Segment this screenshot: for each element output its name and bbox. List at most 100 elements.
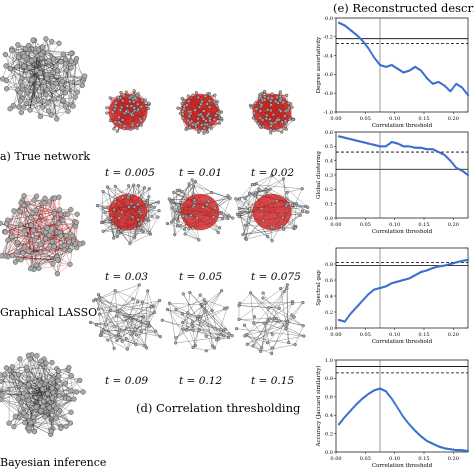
- network-node: [270, 346, 274, 350]
- network-node: [136, 226, 140, 230]
- network-node: [197, 238, 201, 242]
- network-node: [204, 334, 208, 338]
- network-node: [213, 206, 217, 210]
- network-node: [208, 116, 212, 120]
- network-node: [206, 199, 211, 203]
- network-node: [270, 96, 274, 100]
- network-node: [269, 131, 273, 135]
- network-edge: [286, 288, 288, 323]
- network-node: [118, 108, 123, 112]
- network-node: [241, 233, 245, 237]
- network-node: [293, 226, 297, 230]
- network-edge: [260, 344, 296, 352]
- network-node: [214, 338, 219, 342]
- network-edge: [42, 383, 66, 390]
- network-node: [33, 207, 39, 213]
- network-node: [300, 209, 305, 213]
- network-edge: [40, 111, 69, 117]
- network-node: [22, 420, 28, 426]
- network-node: [227, 214, 231, 218]
- network-node: [62, 380, 68, 386]
- network-edge: [242, 195, 256, 235]
- network-node: [72, 241, 79, 247]
- network-node: [99, 220, 104, 225]
- network-node: [192, 192, 196, 197]
- network-node: [123, 314, 127, 318]
- network-node: [3, 63, 9, 69]
- network-node: [9, 252, 15, 259]
- y-tick-label: 0.3: [325, 173, 333, 179]
- network-node: [145, 198, 149, 202]
- network-node: [9, 374, 15, 380]
- network-edge: [198, 316, 229, 338]
- network-node: [198, 293, 202, 297]
- network-node: [146, 289, 150, 293]
- network-edge: [0, 399, 71, 424]
- x-tick-label: 0.20: [448, 456, 459, 462]
- y-tick-label: 0.5: [325, 144, 333, 150]
- network-node: [283, 119, 288, 123]
- network-node: [116, 95, 120, 99]
- network-node: [188, 112, 193, 116]
- network-edge: [188, 183, 194, 195]
- network-node: [67, 261, 73, 267]
- network-node: [56, 393, 62, 399]
- network-node: [212, 117, 216, 122]
- network-node: [122, 94, 126, 98]
- network-node: [147, 231, 152, 235]
- threshold-network: [234, 283, 306, 356]
- network-node: [108, 118, 113, 123]
- network-node: [17, 90, 23, 96]
- x-tick-label: 0.10: [389, 222, 400, 228]
- network-node: [280, 120, 284, 124]
- network-edge: [4, 210, 15, 256]
- data-point: [466, 173, 470, 177]
- network-node: [26, 248, 32, 254]
- network-node: [265, 341, 270, 345]
- network-node: [131, 215, 135, 219]
- network-edge: [22, 200, 65, 246]
- network-node: [54, 68, 61, 74]
- network-node: [49, 239, 55, 245]
- network-node: [177, 212, 181, 216]
- network-node: [30, 37, 36, 43]
- y-tick-label: 0.6: [325, 278, 333, 284]
- network-node: [97, 312, 102, 316]
- network-node: [55, 368, 62, 374]
- network-node: [173, 233, 177, 237]
- y-axis-label: Spectral gap: [316, 270, 322, 306]
- network-node: [260, 91, 264, 95]
- network-node: [261, 124, 266, 129]
- network-node: [133, 226, 137, 231]
- network-node: [258, 116, 262, 120]
- network-node: [238, 301, 242, 305]
- network-node: [263, 95, 267, 99]
- network-edge: [192, 302, 207, 348]
- network-node: [136, 202, 140, 206]
- network-node: [270, 239, 274, 243]
- network-node: [204, 119, 208, 123]
- network-node: [140, 220, 144, 225]
- network-edge: [98, 308, 144, 317]
- network-edge: [121, 284, 140, 342]
- network-edge: [271, 301, 293, 354]
- network-node: [31, 428, 38, 435]
- network-edge: [127, 325, 149, 350]
- network-edge: [147, 290, 155, 313]
- network-node: [131, 297, 135, 301]
- network-node: [5, 237, 11, 243]
- network-edge: [62, 79, 84, 82]
- network-node: [205, 122, 210, 127]
- network-node: [184, 127, 188, 131]
- network-edge: [192, 347, 207, 351]
- network-node: [144, 104, 148, 108]
- network-node: [219, 332, 223, 336]
- network-node: [196, 121, 200, 125]
- network-node: [173, 209, 177, 214]
- network-node: [290, 105, 294, 109]
- network-edge: [95, 299, 120, 332]
- network-node: [62, 56, 69, 62]
- network-node: [160, 318, 164, 322]
- network-node: [59, 85, 65, 91]
- network-node: [120, 339, 124, 343]
